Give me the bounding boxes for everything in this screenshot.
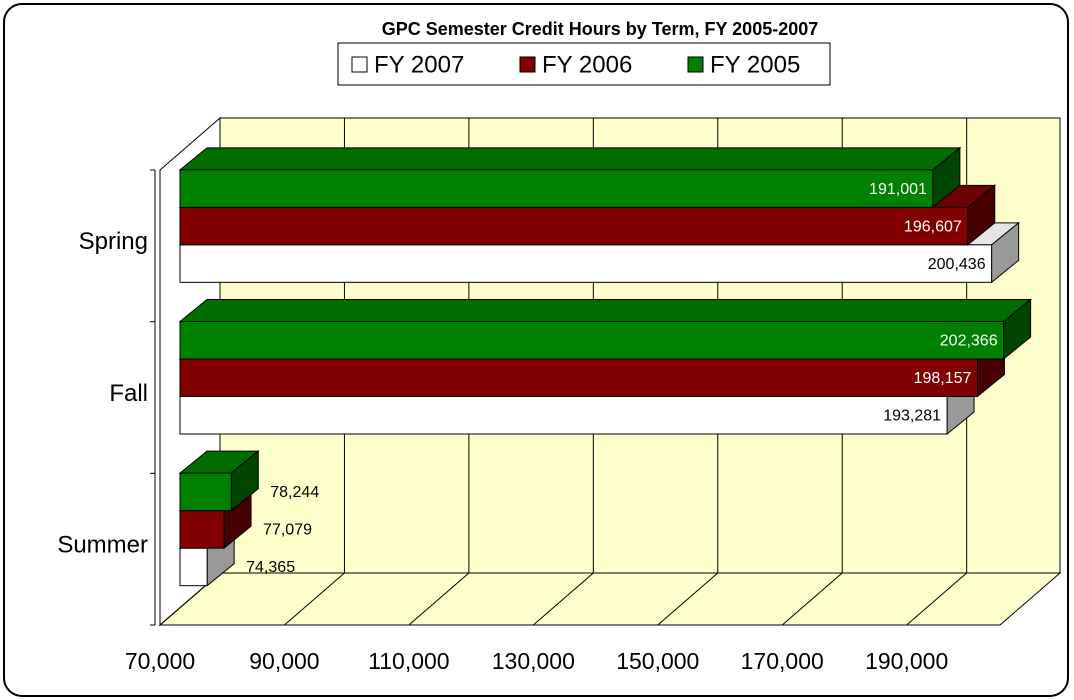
bar xyxy=(178,450,260,512)
legend-swatch xyxy=(687,56,704,73)
legend-swatch xyxy=(519,56,536,73)
bar-front xyxy=(179,396,948,435)
x-tick-label: 150,000 xyxy=(616,648,699,674)
bar-top xyxy=(178,147,962,171)
bar-front xyxy=(179,169,934,208)
x-tick-label: 170,000 xyxy=(741,648,824,674)
x-tick-label: 70,000 xyxy=(125,648,195,674)
bar-front xyxy=(179,244,993,283)
data-label: 77,079 xyxy=(263,522,312,539)
x-tick-label: 130,000 xyxy=(492,648,575,674)
legend-swatch xyxy=(351,56,368,73)
bar-front xyxy=(179,510,225,549)
x-tick-label: 90,000 xyxy=(249,648,319,674)
data-label: 78,244 xyxy=(270,484,319,501)
bar xyxy=(178,146,962,209)
floor-grid-line xyxy=(408,572,470,626)
y-tick-label: Summer xyxy=(57,532,148,559)
floor-grid-line xyxy=(533,572,594,626)
bar-front xyxy=(179,358,978,397)
bar-front xyxy=(179,547,208,587)
data-label: 191,001 xyxy=(869,181,927,198)
floor-grid-line xyxy=(657,572,719,626)
bar-top xyxy=(178,299,1033,322)
legend-label: FY 2007 xyxy=(374,51,464,78)
floor-grid-line xyxy=(284,572,345,626)
floor xyxy=(158,572,1062,626)
x-tick-label: 110,000 xyxy=(368,648,449,674)
data-label: 202,366 xyxy=(940,332,998,349)
legend-label: FY 2006 xyxy=(542,51,632,78)
x-tick-label: 190,000 xyxy=(865,648,948,674)
bar-front xyxy=(179,472,232,512)
bar-front xyxy=(179,321,1005,360)
data-label: 196,607 xyxy=(904,218,962,235)
bar xyxy=(178,298,1033,361)
legend-box xyxy=(337,42,831,86)
legend-label: FY 2005 xyxy=(710,51,800,78)
y-tick-label: Spring xyxy=(79,228,148,255)
y-tick-label: Fall xyxy=(109,380,148,407)
data-label: 200,436 xyxy=(928,256,986,273)
data-label: 74,365 xyxy=(246,559,295,576)
data-label: 198,157 xyxy=(914,370,972,387)
chart-title: GPC Semester Credit Hours by Term, FY 20… xyxy=(382,19,819,39)
data-label: 193,281 xyxy=(883,407,941,424)
floor-grid-line xyxy=(906,572,967,626)
floor-grid-line xyxy=(781,572,843,626)
bar-front xyxy=(179,206,969,246)
